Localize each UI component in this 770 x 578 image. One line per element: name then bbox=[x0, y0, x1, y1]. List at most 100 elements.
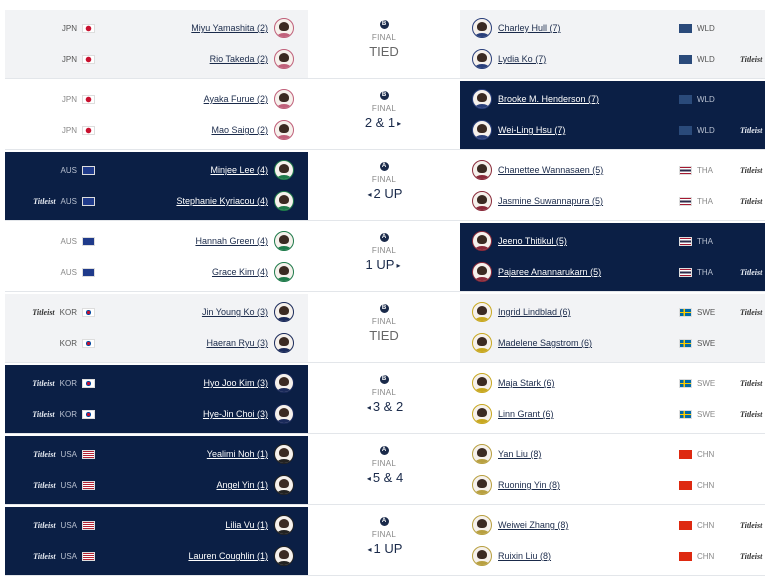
player-name-link[interactable]: Ayaka Furue (2) bbox=[203, 94, 268, 104]
player-avatar[interactable] bbox=[274, 515, 294, 535]
player-name-link[interactable]: Miyu Yamashita (2) bbox=[191, 23, 268, 33]
player-avatar[interactable] bbox=[472, 475, 492, 495]
flag-usa-icon bbox=[82, 449, 95, 459]
match-result[interactable]: B FINAL TIED bbox=[308, 10, 460, 78]
player-name-link[interactable]: Madelene Sagstrom (6) bbox=[498, 338, 593, 348]
player-row: Titleist USA Lilia Vu (1) bbox=[5, 514, 294, 536]
match-result[interactable]: A FINAL ◂ 2 UP bbox=[308, 152, 460, 220]
player-avatar[interactable] bbox=[472, 49, 492, 69]
country-info: JPN bbox=[5, 54, 95, 64]
player-avatar[interactable] bbox=[274, 262, 294, 282]
player-name-link[interactable]: Ruoning Yin (8) bbox=[498, 480, 561, 490]
player-avatar[interactable] bbox=[274, 120, 294, 140]
player-avatar[interactable] bbox=[472, 262, 492, 282]
country-code: AUS bbox=[60, 267, 77, 277]
flag-swe-icon bbox=[679, 409, 692, 419]
player-avatar[interactable] bbox=[274, 302, 294, 322]
player-name-link[interactable]: Wei-Ling Hsu (7) bbox=[498, 125, 566, 135]
player-name-link[interactable]: Yealimi Noh (1) bbox=[206, 449, 268, 459]
flag-wld-icon bbox=[679, 94, 692, 104]
flag-chn-icon bbox=[679, 520, 692, 530]
player-row: Titleist USA Lauren Coughlin (1) bbox=[5, 545, 294, 567]
right-team-panel: Weiwei Zhang (8) CHN Titleist Ruixin Liu (8… bbox=[460, 507, 765, 575]
country-code: JPN bbox=[61, 125, 77, 135]
player-name-link[interactable]: Haeran Ryu (3) bbox=[206, 338, 268, 348]
player-name-link[interactable]: Minjee Lee (4) bbox=[210, 165, 268, 175]
titleist-logo: Titleist bbox=[740, 551, 763, 561]
player-avatar[interactable] bbox=[274, 404, 294, 424]
player-avatar[interactable] bbox=[472, 515, 492, 535]
country-code: CHN bbox=[697, 551, 715, 561]
player-row: Ruoning Yin (8) CHN bbox=[472, 474, 765, 496]
country-info: CHN bbox=[679, 520, 719, 530]
player-row: AUS Grace Kim (4) bbox=[5, 261, 294, 283]
player-name-link[interactable]: Hye-Jin Choi (3) bbox=[202, 409, 268, 419]
player-name-link[interactable]: Pajaree Anannarukarn (5) bbox=[498, 267, 602, 277]
player-name-link[interactable]: Linn Grant (6) bbox=[498, 409, 554, 419]
player-name-link[interactable]: Ruixin Liu (8) bbox=[498, 551, 552, 561]
match-result[interactable]: B FINAL ◂ 3 & 2 bbox=[308, 365, 460, 433]
player-avatar[interactable] bbox=[472, 404, 492, 424]
player-avatar[interactable] bbox=[274, 475, 294, 495]
player-row: AUS Hannah Green (4) bbox=[5, 230, 294, 252]
player-name-link[interactable]: Rio Takeda (2) bbox=[209, 54, 268, 64]
player-avatar[interactable] bbox=[274, 191, 294, 211]
pool-badge: A bbox=[379, 162, 389, 171]
player-avatar[interactable] bbox=[472, 120, 492, 140]
match-result[interactable]: A FINAL ◂ 5 & 4 bbox=[308, 436, 460, 504]
player-avatar[interactable] bbox=[274, 160, 294, 180]
player-avatar[interactable] bbox=[274, 231, 294, 251]
player-avatar[interactable] bbox=[472, 302, 492, 322]
match-row: JPN Miyu Yamashita (2) JPN Rio Takeda (2) Ch… bbox=[5, 10, 765, 79]
match-status: FINAL bbox=[371, 530, 397, 539]
player-row: Lydia Ko (7) WLD Titleist bbox=[472, 48, 765, 70]
player-avatar[interactable] bbox=[472, 231, 492, 251]
player-avatar[interactable] bbox=[274, 89, 294, 109]
player-avatar[interactable] bbox=[472, 333, 492, 353]
titleist-logo: Titleist bbox=[740, 125, 763, 135]
player-name-link[interactable]: Jasmine Suwannapura (5) bbox=[498, 196, 604, 206]
player-name-link[interactable]: Ingrid Lindblad (6) bbox=[498, 307, 571, 317]
player-name-link[interactable]: Grace Kim (4) bbox=[211, 267, 268, 277]
player-avatar[interactable] bbox=[274, 18, 294, 38]
player-avatar[interactable] bbox=[274, 333, 294, 353]
match-result[interactable]: B FINAL TIED bbox=[308, 294, 460, 362]
player-avatar[interactable] bbox=[472, 160, 492, 180]
player-avatar[interactable] bbox=[472, 18, 492, 38]
arrow-right-icon: ▸ bbox=[396, 261, 401, 271]
match-result[interactable]: A FINAL 1 UP ▸ bbox=[308, 223, 460, 291]
country-code: KOR bbox=[59, 307, 77, 317]
player-avatar[interactable] bbox=[472, 191, 492, 211]
player-avatar[interactable] bbox=[472, 89, 492, 109]
match-result[interactable]: A FINAL ◂ 1 UP bbox=[308, 507, 460, 575]
player-name-link[interactable]: Hannah Green (4) bbox=[195, 236, 268, 246]
score-line: 1 UP ▸ bbox=[308, 257, 460, 272]
match-result[interactable]: B FINAL 2 & 1 ▸ bbox=[308, 81, 460, 149]
player-name-link[interactable]: Maja Stark (6) bbox=[498, 378, 555, 388]
player-name-link[interactable]: Lauren Coughlin (1) bbox=[188, 551, 268, 561]
score-line: TIED bbox=[308, 328, 460, 343]
player-avatar[interactable] bbox=[472, 373, 492, 393]
player-name-link[interactable]: Jin Young Ko (3) bbox=[201, 307, 268, 317]
player-name-link[interactable]: Mao Saigo (2) bbox=[211, 125, 268, 135]
player-avatar[interactable] bbox=[472, 546, 492, 566]
player-avatar[interactable] bbox=[274, 444, 294, 464]
player-name-link[interactable]: Jeeno Thitikul (5) bbox=[498, 236, 567, 246]
player-avatar[interactable] bbox=[274, 546, 294, 566]
player-name-link[interactable]: Stephanie Kyriacou (4) bbox=[176, 196, 268, 206]
player-name-link[interactable]: Brooke M. Henderson (7) bbox=[498, 94, 600, 104]
player-name-link[interactable]: Lilia Vu (1) bbox=[225, 520, 268, 530]
player-avatar[interactable] bbox=[274, 49, 294, 69]
titleist-logo: Titleist bbox=[33, 449, 56, 459]
player-name-link[interactable]: Yan Liu (8) bbox=[498, 449, 542, 459]
player-name-link[interactable]: Angel Yin (1) bbox=[216, 480, 268, 490]
player-name-link[interactable]: Lydia Ko (7) bbox=[498, 54, 547, 64]
flag-wld-icon bbox=[679, 23, 692, 33]
player-avatar[interactable] bbox=[472, 444, 492, 464]
player-avatar[interactable] bbox=[274, 373, 294, 393]
player-name-link[interactable]: Chanettee Wannasaen (5) bbox=[498, 165, 604, 175]
player-name-link[interactable]: Charley Hull (7) bbox=[498, 23, 561, 33]
match-status: FINAL bbox=[371, 104, 397, 113]
player-name-link[interactable]: Weiwei Zhang (8) bbox=[498, 520, 569, 530]
player-name-link[interactable]: Hyo Joo Kim (3) bbox=[203, 378, 268, 388]
